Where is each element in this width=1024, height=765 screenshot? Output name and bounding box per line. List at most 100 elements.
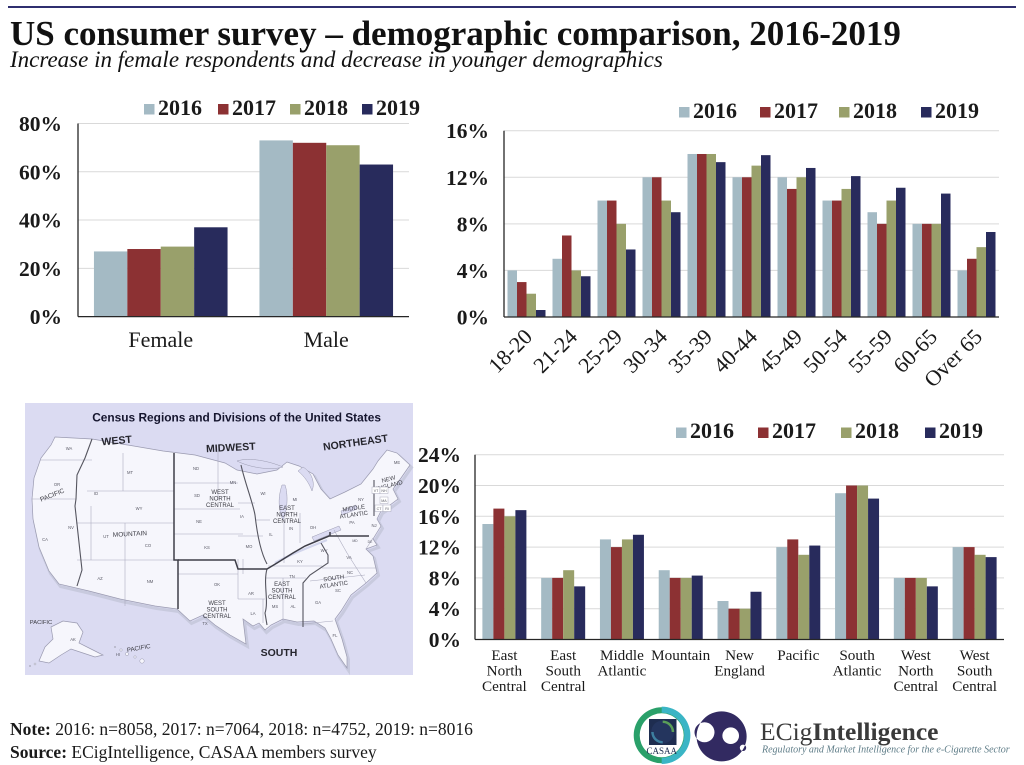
- svg-text:LA: LA: [250, 611, 255, 616]
- svg-text:IN: IN: [289, 526, 293, 531]
- svg-text:8%: 8%: [429, 566, 461, 590]
- svg-text:NC: NC: [347, 570, 353, 575]
- svg-text:DE: DE: [368, 540, 373, 544]
- svg-text:VA: VA: [346, 555, 351, 560]
- svg-text:OK: OK: [214, 582, 220, 587]
- svg-text:HI: HI: [116, 652, 120, 657]
- svg-text:CENTRAL: CENTRAL: [268, 595, 297, 601]
- svg-text:Female: Female: [128, 327, 193, 352]
- svg-text:PACIFIC: PACIFIC: [126, 643, 151, 654]
- svg-text:NV: NV: [68, 525, 74, 530]
- svg-text:ECigIntelligence: ECigIntelligence: [760, 717, 938, 746]
- svg-text:40-44: 40-44: [708, 324, 762, 378]
- svg-text:WEST: WEST: [211, 490, 229, 496]
- svg-text:16%: 16%: [446, 119, 489, 143]
- svg-text:2016: 2016: [158, 95, 202, 120]
- svg-text:0%: 0%: [457, 306, 489, 330]
- svg-text:VT: VT: [374, 489, 379, 493]
- svg-text:East: East: [491, 647, 518, 664]
- svg-text:East: East: [550, 647, 577, 664]
- svg-text:WEST: WEST: [208, 601, 226, 607]
- svg-text:AK: AK: [70, 637, 76, 642]
- svg-text:CASAA: CASAA: [646, 746, 677, 756]
- svg-text:CA: CA: [42, 537, 48, 542]
- svg-text:21-24: 21-24: [528, 324, 582, 378]
- svg-text:WY: WY: [136, 506, 143, 511]
- svg-text:Pacific: Pacific: [777, 647, 819, 664]
- svg-text:MN: MN: [230, 480, 237, 485]
- svg-text:2018: 2018: [853, 98, 897, 123]
- svg-text:West: West: [960, 647, 991, 664]
- svg-text:30-34: 30-34: [618, 324, 672, 378]
- svg-text:NORTH: NORTH: [209, 497, 230, 503]
- svg-text:Atlantic: Atlantic: [833, 662, 882, 679]
- svg-text:NM: NM: [147, 579, 154, 584]
- svg-text:NJ: NJ: [371, 523, 376, 528]
- svg-text:Central: Central: [952, 678, 997, 695]
- svg-text:Mountain: Mountain: [651, 647, 710, 664]
- svg-text:45-49: 45-49: [753, 324, 807, 378]
- svg-text:IA: IA: [240, 514, 244, 519]
- svg-text:OH: OH: [310, 525, 316, 530]
- svg-text:WEST: WEST: [101, 434, 133, 449]
- svg-text:NH: NH: [381, 489, 387, 493]
- svg-text:North: North: [487, 662, 523, 679]
- svg-text:ID: ID: [94, 491, 98, 496]
- svg-text:2017: 2017: [774, 98, 818, 123]
- svg-text:25-29: 25-29: [573, 324, 627, 378]
- svg-text:OR: OR: [54, 482, 60, 487]
- svg-text:UT: UT: [103, 534, 109, 539]
- svg-text:0%: 0%: [30, 305, 62, 329]
- svg-text:12%: 12%: [446, 166, 489, 190]
- svg-text:EAST: EAST: [274, 582, 290, 588]
- svg-text:16%: 16%: [418, 505, 461, 529]
- svg-text:England: England: [714, 662, 765, 679]
- svg-text:NE: NE: [196, 519, 202, 524]
- svg-text:0%: 0%: [429, 628, 461, 652]
- svg-text:4%: 4%: [429, 597, 461, 621]
- svg-text:CT: CT: [377, 507, 383, 511]
- svg-text:50-54: 50-54: [798, 324, 852, 378]
- svg-text:8%: 8%: [457, 212, 489, 236]
- svg-text:PA: PA: [349, 520, 354, 525]
- svg-text:WV: WV: [321, 548, 328, 553]
- svg-text:NORTH: NORTH: [276, 513, 297, 519]
- svg-text:EAST: EAST: [279, 506, 295, 512]
- svg-text:2019: 2019: [376, 95, 420, 120]
- svg-text:MS: MS: [272, 604, 278, 609]
- svg-text:MO: MO: [246, 544, 253, 549]
- svg-text:NEW: NEW: [381, 475, 396, 485]
- svg-text:2018: 2018: [304, 95, 348, 120]
- svg-text:South: South: [545, 662, 581, 679]
- svg-text:GA: GA: [315, 600, 321, 605]
- svg-text:AZ: AZ: [97, 576, 103, 581]
- svg-text:2018: 2018: [855, 418, 899, 443]
- svg-text:New: New: [725, 647, 754, 664]
- svg-text:Central: Central: [482, 678, 527, 695]
- svg-text:20%: 20%: [418, 474, 461, 498]
- svg-text:4%: 4%: [457, 259, 489, 283]
- svg-text:ND: ND: [193, 466, 199, 471]
- svg-text:SOUTH: SOUTH: [323, 575, 345, 584]
- svg-text:MT: MT: [127, 470, 133, 475]
- svg-text:TX: TX: [202, 621, 208, 626]
- svg-text:NY: NY: [358, 497, 364, 502]
- svg-text:60%: 60%: [19, 160, 62, 184]
- svg-text:WA: WA: [66, 446, 73, 451]
- svg-text:Male: Male: [304, 327, 349, 352]
- svg-text:2019: 2019: [939, 418, 983, 443]
- svg-text:2016: 2016: [693, 98, 737, 123]
- svg-text:IL: IL: [269, 532, 273, 537]
- svg-text:RI: RI: [385, 507, 389, 511]
- svg-text:SOUTH: SOUTH: [272, 589, 293, 595]
- svg-text:18-20: 18-20: [483, 324, 537, 378]
- svg-text:80%: 80%: [19, 112, 62, 136]
- svg-text:MOUNTAIN: MOUNTAIN: [113, 530, 148, 539]
- svg-text:TN: TN: [289, 574, 295, 579]
- svg-text:Atlantic: Atlantic: [597, 662, 646, 679]
- svg-text:West: West: [901, 647, 932, 664]
- svg-text:North: North: [898, 662, 934, 679]
- svg-text:CENTRAL: CENTRAL: [203, 614, 232, 620]
- svg-text:FL: FL: [333, 633, 339, 638]
- svg-text:PACIFIC: PACIFIC: [30, 620, 52, 626]
